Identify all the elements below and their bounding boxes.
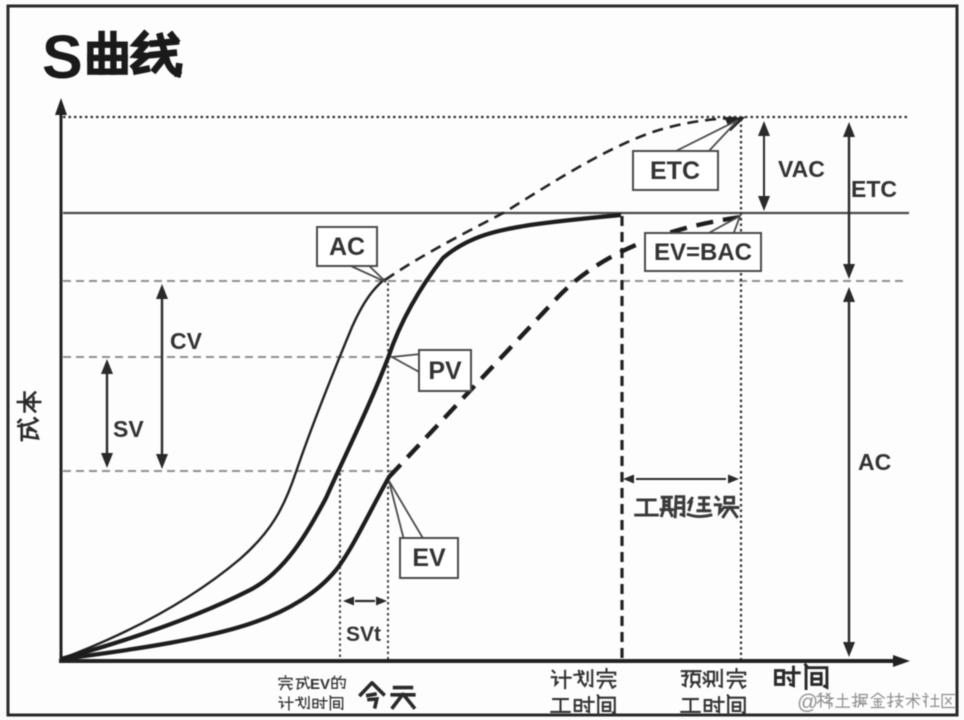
svg-text:AC: AC [858, 449, 891, 475]
svg-text:EV: EV [310, 676, 330, 693]
svg-text:SVt: SVt [346, 623, 381, 646]
svg-text:S: S [42, 23, 83, 91]
svg-text:EV: EV [412, 544, 446, 572]
svg-text:CV: CV [170, 328, 203, 354]
svg-text:SV: SV [113, 416, 144, 442]
svg-text:AC: AC [329, 233, 365, 261]
svg-text:ETC: ETC [851, 176, 897, 202]
svg-text:ETC: ETC [650, 157, 700, 185]
svg-text:PV: PV [428, 357, 462, 385]
svg-text:@: @ [797, 691, 818, 714]
svg-text:EV=BAC: EV=BAC [654, 239, 752, 266]
svg-text:VAC: VAC [778, 156, 825, 182]
